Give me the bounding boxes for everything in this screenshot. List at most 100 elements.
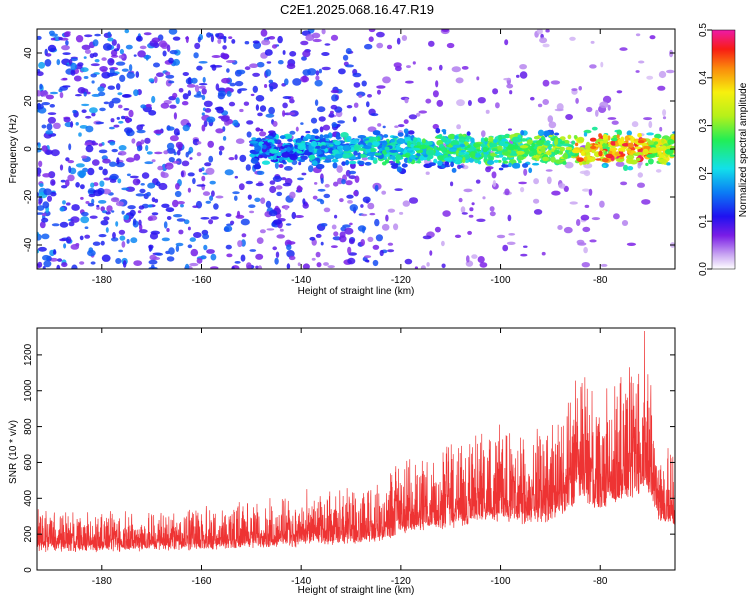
spectrogram-cell [276, 191, 283, 197]
spectrogram-cell [197, 36, 201, 43]
spectrogram-cell [268, 106, 275, 115]
spectrogram-cell [502, 160, 509, 164]
spectrogram-cell [271, 44, 278, 49]
spectrogram-cell [289, 191, 296, 199]
spectrogram-cell [286, 241, 296, 245]
spectrogram-cell [657, 142, 662, 146]
spectrogram-cell [330, 245, 338, 249]
spectrogram-cell [206, 116, 216, 123]
spectrogram-cell [273, 154, 277, 161]
snr-x-label: Height of straight line (km) [298, 585, 415, 596]
spectrogram-cell [115, 221, 119, 227]
spectrogram-cell [367, 142, 373, 147]
spectrogram-cell [329, 110, 334, 114]
spectrogram-cell [583, 149, 591, 153]
spectrogram-cell [554, 108, 564, 112]
spectrogram-cell [321, 156, 327, 160]
spectrogram-cell [360, 239, 366, 246]
spectrogram-cell [249, 210, 255, 214]
spectrogram-cell [529, 152, 535, 157]
spectrogram-cell [482, 146, 488, 153]
spectrogram-cell [255, 95, 265, 102]
spectrogram-cell [259, 105, 267, 112]
spectrogram-cell [154, 76, 158, 84]
spectrogram-cell [615, 142, 619, 147]
spectrogram-cell [666, 69, 675, 74]
spectrogram-cell [238, 88, 248, 91]
spectrogram-cell [269, 85, 274, 92]
spectrogram-cell [315, 251, 321, 258]
spectrogram-cell [321, 29, 326, 35]
spectrogram-cell [655, 169, 662, 173]
colorbar-tick-label: 0.3 [698, 118, 709, 132]
spectrogram-cell [332, 162, 338, 169]
spectrogram-cell [599, 200, 605, 208]
spectrogram-cell [121, 210, 125, 215]
spectrogram-cell [62, 52, 71, 55]
spectrogram-cell [482, 196, 486, 200]
spectrogram-cell [607, 104, 611, 111]
spectrogram-cell [41, 233, 50, 240]
spectrogram-cell [602, 133, 608, 141]
spectrogram-cell [269, 148, 278, 154]
spectrogram-cell [37, 261, 43, 268]
spectrogram-cell [299, 155, 308, 161]
spectrogram-cell [426, 262, 430, 267]
spectrogram-cell [331, 122, 338, 128]
spectrogram-cell [468, 214, 474, 218]
spectrogram-cell [181, 170, 184, 178]
spectrogram-cell [578, 86, 582, 91]
spectrogram-cell [581, 262, 590, 268]
spectrogram-cell [163, 221, 168, 229]
spectrogram-cell [63, 117, 71, 123]
spectrogram-cell [222, 45, 227, 50]
snr-x-axis: -180 -160 -140 -120 -100 -80 [92, 328, 608, 587]
spectrogram-cell [626, 130, 632, 136]
spectrogram-y-tick-label: -20 [23, 189, 34, 204]
spectrogram-cell [277, 35, 283, 44]
spectrogram-cell [166, 44, 171, 52]
spectrogram-cell [520, 187, 525, 193]
spectrogram-cell [366, 101, 370, 108]
spectrogram-cell [118, 151, 127, 156]
spectrogram-cell [97, 86, 105, 92]
spectrogram-cell [638, 60, 645, 64]
spectrogram-cell [316, 149, 322, 155]
spectrogram-cell [107, 31, 111, 37]
spectrogram-cell [255, 182, 264, 187]
spectrogram-cell [209, 180, 216, 185]
spectrogram-cell [333, 231, 339, 237]
spectrogram-cell [203, 100, 213, 108]
spectrogram-cell [441, 129, 447, 133]
spectrogram-cell [247, 194, 252, 200]
spectrogram-cell [435, 150, 441, 157]
spectrogram-cell [460, 149, 466, 153]
spectrogram-cell [348, 160, 357, 165]
spectrogram-cell [91, 198, 95, 205]
spectrogram-cell [211, 190, 215, 197]
spectrogram-cell [371, 141, 380, 146]
spectrogram-cell [268, 209, 278, 217]
spectrogram-cell [294, 215, 304, 218]
spectrogram-cell [136, 129, 146, 134]
spectrogram-cell [347, 200, 353, 204]
spectrogram-cell [202, 233, 210, 240]
spectrogram-cell [145, 54, 149, 61]
spectrogram-cell [123, 127, 133, 134]
spectrogram-cell [346, 105, 353, 109]
spectrogram-cell [455, 149, 460, 157]
spectrogram-cell [353, 82, 361, 88]
spectrogram-cell [274, 257, 279, 265]
colorbar-tick-label: 0.5 [698, 23, 709, 37]
spectrogram-cell [123, 214, 130, 220]
spectrogram-cell [637, 140, 645, 144]
colorbar-label: Normalized spectral amplitude [738, 82, 749, 217]
spectrogram-cell [356, 91, 366, 97]
colorbar-ticks: 0.0 0.1 0.2 0.3 0.4 0.5 [698, 23, 712, 276]
spectrogram-cell [133, 89, 139, 97]
spectrogram-cell [361, 213, 368, 217]
spectrogram-cell [330, 104, 338, 110]
spectrogram-cell [80, 216, 90, 224]
spectrogram-cell [37, 249, 40, 254]
spectrogram-cell [110, 197, 120, 203]
